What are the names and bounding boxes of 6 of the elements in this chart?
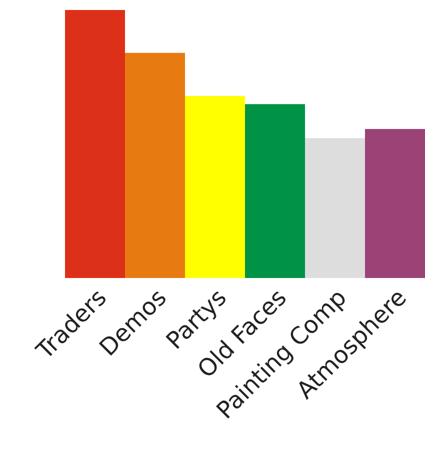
bar — [65, 10, 125, 278]
bar — [305, 138, 365, 278]
bar — [185, 96, 245, 278]
bar — [365, 128, 425, 278]
bar — [245, 104, 305, 278]
bar — [125, 52, 185, 278]
